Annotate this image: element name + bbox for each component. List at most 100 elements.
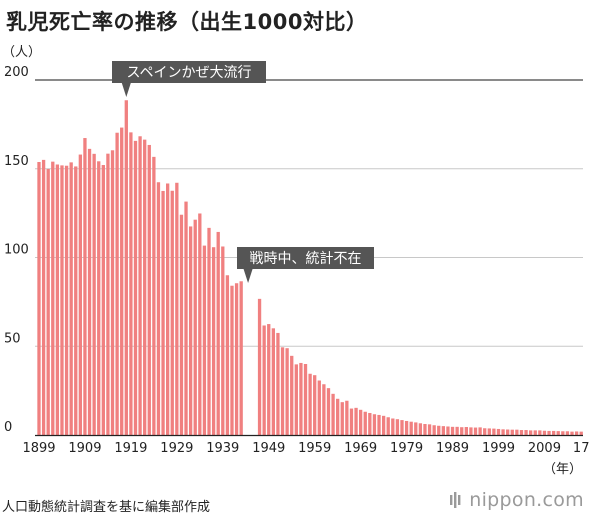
- bar-1993: [469, 427, 473, 435]
- bar-1921: [138, 136, 142, 435]
- x-tick-label: 17: [573, 441, 590, 456]
- bar-1910: [87, 148, 92, 435]
- bar-1965: [340, 402, 344, 435]
- bar-1909: [83, 138, 87, 436]
- annotation-text: スペインかぜ大流行: [126, 65, 251, 81]
- bar-1931: [184, 201, 188, 435]
- bar-2009: [542, 430, 547, 435]
- bar-1919: [129, 132, 133, 436]
- bar-1916: [115, 132, 119, 435]
- bar-1928: [170, 190, 174, 435]
- bar-2017: [579, 431, 583, 435]
- bar-2002: [510, 429, 514, 435]
- bar-1998: [492, 428, 496, 435]
- axis-layer: 0 50 100 150 200 （人） 1899 1909 1919 1929 1939 1949 1…: [2, 45, 589, 477]
- x-tick-label: 1999: [482, 441, 515, 456]
- bar-1985: [432, 425, 436, 435]
- bar-1990: [455, 426, 459, 435]
- bar-1922: [143, 139, 147, 435]
- bar-1986: [437, 425, 441, 435]
- bar-1960: [317, 380, 321, 435]
- bar-1981: [414, 422, 418, 435]
- bar-1941: [230, 285, 234, 435]
- bar-1977: [395, 419, 400, 435]
- x-tick-label: 1949: [252, 441, 285, 456]
- bar-2016: [574, 431, 579, 435]
- bar-1984: [427, 424, 432, 435]
- x-tick-label: 1989: [436, 441, 469, 456]
- nippon-com-logo[interactable]: nippon.com: [449, 489, 584, 511]
- bar-1978: [400, 420, 404, 435]
- x-tick-label: 1909: [68, 441, 101, 456]
- x-tick-label: 1899: [22, 441, 55, 456]
- bar-2006: [529, 430, 533, 435]
- bar-1958: [308, 373, 312, 435]
- bar-1929: [175, 182, 179, 435]
- bar-2000: [501, 429, 505, 435]
- bar-2015: [570, 431, 574, 435]
- bar-1912: [97, 161, 101, 436]
- bar-1935: [202, 245, 207, 435]
- bar-1932: [188, 226, 193, 435]
- bar-1995: [478, 427, 482, 435]
- bar-1906: [69, 162, 73, 436]
- x-tick-label: 1929: [160, 441, 193, 456]
- bar-2001: [506, 429, 510, 435]
- bar-1937: [211, 247, 216, 435]
- y-tick-label: 200: [4, 65, 29, 80]
- x-tick-label: 2009: [528, 441, 561, 456]
- bar-1969: [358, 409, 363, 435]
- bar-1962: [326, 388, 331, 435]
- bar-1973: [377, 414, 381, 435]
- bar-1956: [299, 362, 303, 435]
- bar-1996: [483, 428, 487, 435]
- bar-1961: [322, 384, 326, 435]
- x-tick-label: 1959: [298, 441, 331, 456]
- bar-1987: [441, 426, 446, 436]
- bar-1957: [303, 364, 308, 435]
- bar-1934: [198, 213, 202, 435]
- bar-1923: [147, 144, 151, 435]
- bar-2010: [547, 430, 551, 435]
- bar-1975: [386, 417, 390, 435]
- bar-1992: [464, 427, 468, 435]
- bar-1979: [404, 420, 409, 435]
- y-tick-label: 0: [4, 420, 12, 435]
- bar-1939: [221, 246, 225, 435]
- y-tick-label: 150: [4, 154, 29, 169]
- bar-1940: [225, 275, 230, 435]
- brand-text: nippon.com: [469, 489, 584, 511]
- y-tick-label: 100: [4, 243, 29, 258]
- bar-1999: [496, 428, 501, 435]
- bar-1902: [51, 161, 55, 435]
- bar-2013: [561, 431, 565, 435]
- bar-1933: [193, 219, 197, 435]
- bar-1966: [345, 400, 349, 435]
- bar-1953: [285, 348, 289, 435]
- bar-1991: [460, 427, 464, 435]
- chart-title: 乳児死亡率の推移（出生1000対比）: [6, 10, 368, 34]
- bar-1947: [257, 298, 262, 435]
- bar-1950: [271, 328, 275, 435]
- bar-1917: [120, 127, 124, 435]
- bar-2003: [515, 429, 519, 435]
- bar-1964: [336, 398, 340, 435]
- bar-1955: [294, 364, 298, 435]
- bar-1927: [166, 183, 170, 435]
- bar-1997: [487, 428, 491, 435]
- bar-1948: [262, 325, 266, 435]
- x-tick-label: 1979: [390, 441, 423, 456]
- x-unit-label: （年）: [543, 462, 582, 477]
- bar-2007: [533, 430, 537, 435]
- bar-1904: [60, 165, 64, 435]
- bar-1925: [156, 182, 161, 435]
- bar-1967: [349, 408, 354, 435]
- bar-2005: [524, 430, 528, 435]
- x-tick-label: 1969: [344, 441, 377, 456]
- bar-1908: [78, 154, 83, 436]
- bar-1952: [280, 347, 285, 435]
- bar-2012: [556, 431, 560, 435]
- bar-1976: [391, 418, 395, 435]
